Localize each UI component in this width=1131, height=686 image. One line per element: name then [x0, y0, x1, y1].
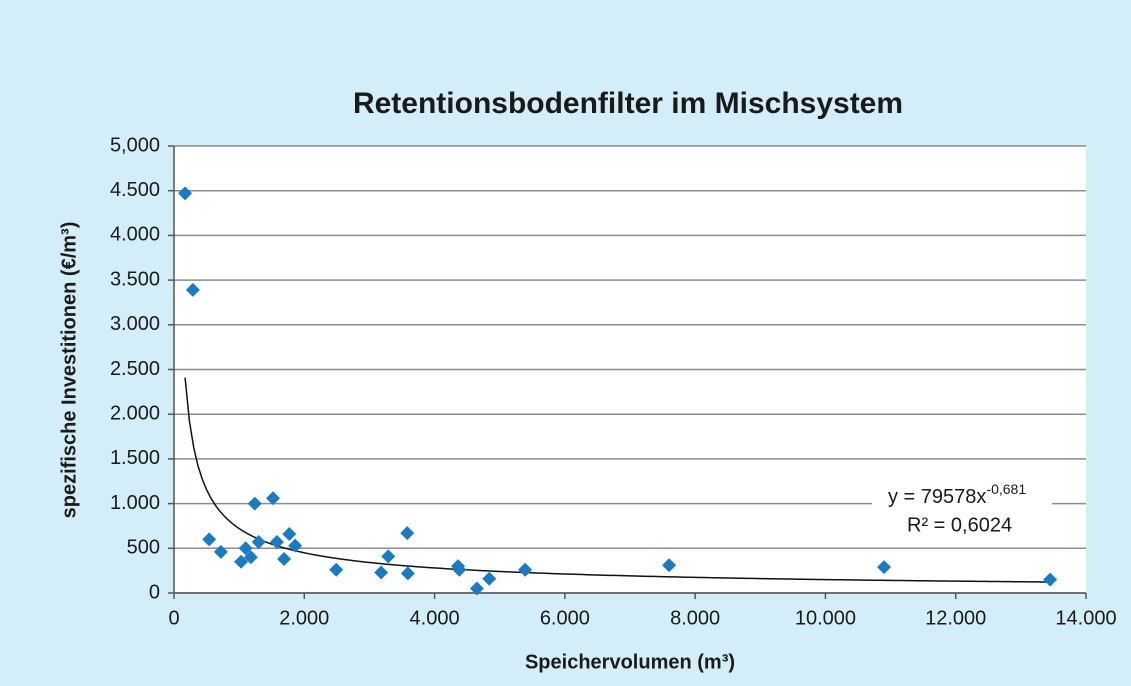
point	[282, 526, 297, 541]
x-tick-label: 8.000	[670, 607, 720, 629]
point	[238, 541, 253, 556]
point	[202, 532, 217, 547]
point	[374, 565, 389, 580]
r-squared: R² = 0,6024	[907, 514, 1012, 536]
point	[518, 562, 533, 577]
x-tick-label: 4.000	[410, 607, 460, 629]
point	[247, 496, 262, 511]
point	[400, 566, 415, 581]
point	[243, 550, 258, 565]
y-tick-label: 4.500	[110, 179, 160, 201]
y-tick-label: 1.500	[110, 447, 160, 469]
trendline-equation: y = 79578x-0,681	[888, 481, 1026, 509]
x-tick-label: 10.000	[795, 607, 856, 629]
point	[213, 544, 228, 559]
y-tick-label: 3.000	[110, 313, 160, 335]
point	[269, 535, 284, 550]
point	[400, 526, 415, 541]
point	[251, 535, 266, 550]
y-tick-label: 0	[149, 581, 160, 603]
x-tick-label: 12.000	[925, 607, 986, 629]
point	[469, 581, 484, 596]
y-tick-label: 3.500	[110, 268, 160, 290]
equation-base: y = 79578x	[888, 486, 986, 508]
point	[1043, 572, 1058, 587]
x-tick-label: 2.000	[279, 607, 329, 629]
trendline	[184, 377, 1051, 583]
x-tick-label: 6.000	[540, 607, 590, 629]
x-axis-label: Speichervolumen (m³)	[525, 651, 735, 673]
equation-exponent: -0,681	[986, 481, 1026, 497]
x-tick-label: 14.000	[1055, 607, 1116, 629]
point	[277, 552, 292, 567]
point	[662, 558, 677, 573]
y-tick-label: 500	[127, 537, 160, 559]
y-axis-label: spezifische Investitionen (€/m³)	[58, 222, 80, 519]
point	[266, 491, 281, 506]
y-tick-label: 2.000	[110, 402, 160, 424]
equation-box	[872, 482, 1052, 546]
point	[452, 562, 467, 577]
point	[381, 549, 396, 564]
point	[329, 562, 344, 577]
point	[288, 538, 303, 553]
point	[234, 554, 249, 569]
y-tick-label: 2.500	[110, 358, 160, 380]
point	[482, 571, 497, 586]
y-tick-label: 5,000	[110, 134, 160, 156]
point	[185, 282, 200, 297]
chart-title: Retentionsbodenfilter im Mischsystem	[353, 87, 903, 120]
x-tick-label: 0	[168, 607, 179, 629]
y-tick-label: 4.000	[110, 224, 160, 246]
y-tick-label: 1.000	[110, 492, 160, 514]
point	[178, 186, 193, 201]
point	[877, 560, 892, 575]
